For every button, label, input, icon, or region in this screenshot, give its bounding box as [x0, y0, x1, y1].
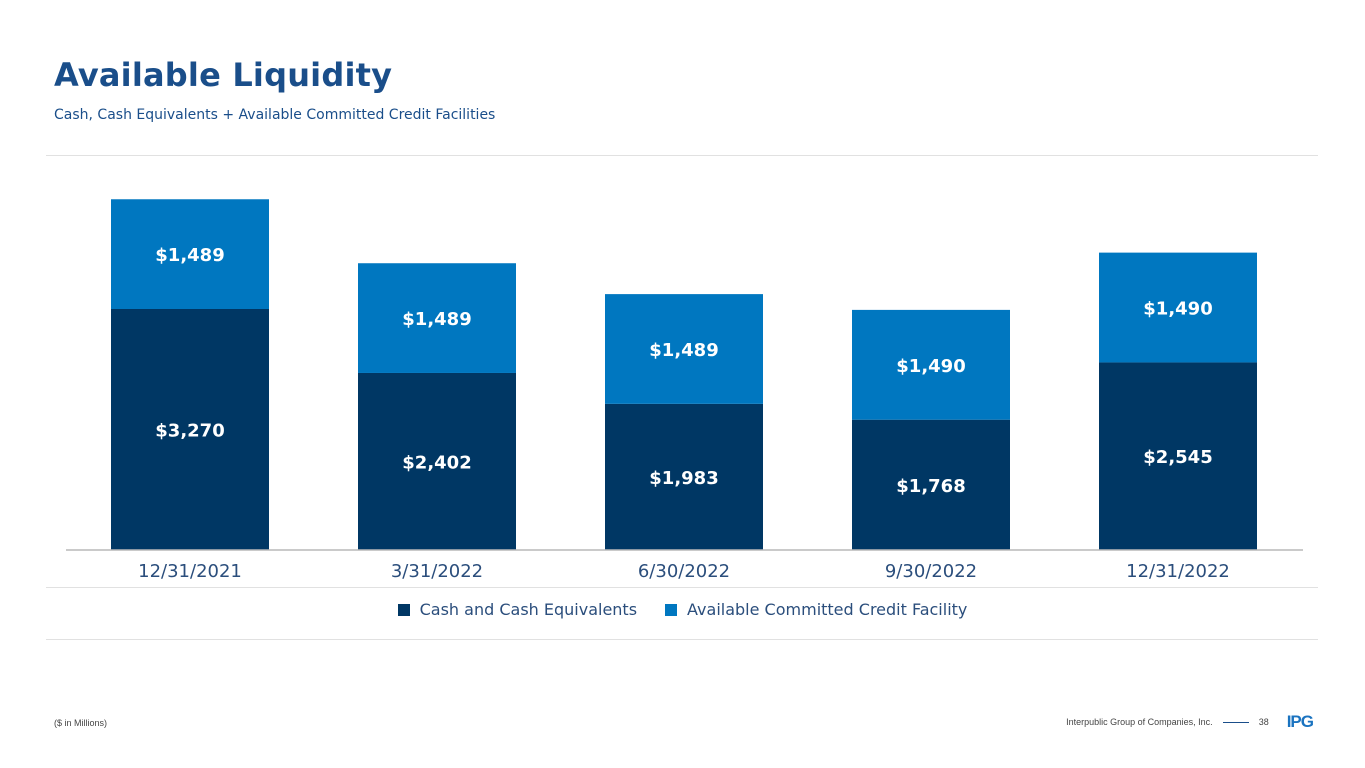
- data-label-cash-4: $2,545: [1143, 447, 1212, 468]
- x-tick-label-2: 6/30/2022: [638, 561, 730, 582]
- company-name: Interpublic Group of Companies, Inc.: [1066, 717, 1213, 727]
- legend-swatch-credit: [665, 603, 678, 616]
- data-label-cash-3: $1,768: [896, 476, 965, 497]
- data-label-credit-3: $1,490: [896, 356, 965, 377]
- footer: Interpublic Group of Companies, Inc. 38 …: [1066, 712, 1314, 732]
- data-label-cash-0: $3,270: [155, 421, 224, 442]
- bar-credit-4: [1099, 252, 1257, 363]
- page-title: Available Liquidity: [54, 56, 393, 94]
- data-label-cash-2: $1,983: [649, 468, 718, 489]
- bar-cash-2: [605, 403, 763, 550]
- stacked-bar-chart: $3,270 $1,489 12/31/2021 $2,402 $1,489 3/31/2…: [66, 199, 1303, 582]
- x-tick-label-3: 9/30/2022: [885, 561, 977, 582]
- bar-cash-1: [358, 372, 516, 550]
- data-label-credit-1: $1,489: [402, 309, 471, 330]
- units-footnote: ($ in Millions): [54, 718, 108, 728]
- legend-item-credit: Available Committed Credit Facility: [665, 600, 967, 619]
- data-label-credit-4: $1,490: [1143, 299, 1212, 320]
- data-label-credit-0: $1,489: [155, 245, 224, 266]
- bar-credit-1: [358, 263, 516, 373]
- x-tick-label-4: 12/31/2022: [1126, 561, 1230, 582]
- legend-item-cash: Cash and Cash Equivalents: [397, 600, 638, 619]
- legend-label-credit: Available Committed Credit Facility: [687, 600, 968, 619]
- bar-credit-2: [605, 294, 763, 404]
- legend-label-cash: Cash and Cash Equivalents: [419, 600, 638, 619]
- bar-cash-3: [852, 419, 1010, 550]
- page-number: 38: [1258, 717, 1269, 727]
- legend-swatch-cash: [397, 603, 410, 616]
- footer-divider: [1222, 721, 1249, 723]
- x-tick-label-0: 12/31/2021: [138, 561, 242, 582]
- bar-credit-3: [852, 309, 1010, 420]
- legend-top-divider: [46, 587, 1318, 588]
- data-label-credit-2: $1,489: [649, 340, 718, 361]
- legend-bottom-divider: [46, 639, 1318, 640]
- x-tick-label-1: 3/31/2022: [391, 561, 483, 582]
- bar-cash-0: [111, 309, 269, 550]
- bar-cash-4: [1099, 362, 1257, 550]
- page-subtitle: Cash, Cash Equivalents + Available Commi…: [54, 107, 496, 123]
- ipg-logo-icon: IPG: [1286, 712, 1314, 731]
- data-label-cash-1: $2,402: [402, 452, 471, 473]
- bar-credit-0: [111, 199, 269, 310]
- top-divider: [46, 155, 1318, 156]
- chart-legend: Cash and Cash Equivalents Available Comm…: [0, 600, 1365, 619]
